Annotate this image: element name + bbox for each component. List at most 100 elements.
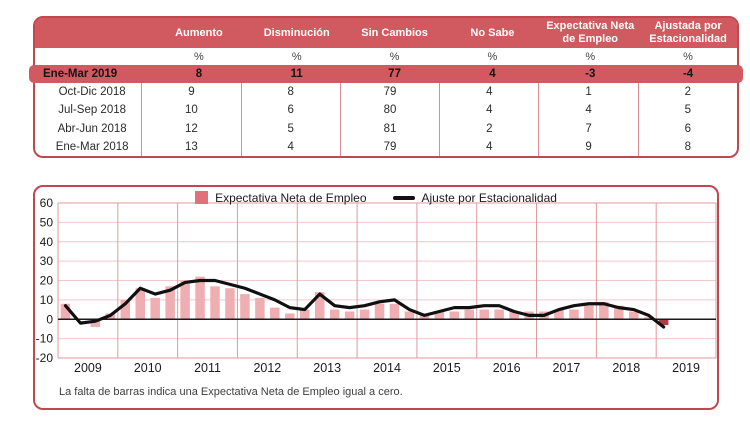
unit-cell-2: % <box>389 50 400 63</box>
bar-q3-2012 <box>270 307 280 320</box>
y-tick-label--10: -10 <box>36 332 54 346</box>
row-value-1: 6 <box>240 101 340 120</box>
bar-q3-2013 <box>329 309 340 320</box>
column-header-1: Disminución <box>263 26 330 39</box>
row-value-0: 10 <box>141 101 240 120</box>
row-value-0: 12 <box>141 119 240 138</box>
x-tick-label-2011: 2011 <box>194 361 221 375</box>
bar-q1-2018 <box>599 301 609 320</box>
y-tick-label--20: -20 <box>36 351 54 365</box>
bar-q4-2013 <box>344 311 355 320</box>
employment-expectations-table: Aumento Disminución Sin Cambios No Sabe Expe… <box>29 16 743 158</box>
bar-q2-2012 <box>255 297 265 320</box>
bar-q3-2017 <box>569 309 579 320</box>
table-data-rows: Oct-Dic 2018 9 8 79 4 1 2 Jul-Sep 2018 10 6 80 4 4 5 A… <box>35 83 737 156</box>
chart-footnote: La falta de barras indica una Expectativ… <box>59 386 403 398</box>
row-value-2: 81 <box>339 119 439 138</box>
bar-q2-2018 <box>614 305 624 320</box>
bar-q3-2015 <box>449 311 460 320</box>
column-header-5: Ajustada por Estacionalidad <box>649 20 727 45</box>
bar-q3-2010 <box>150 297 160 320</box>
bar-q3-2018 <box>629 311 639 320</box>
x-tick-label-2016: 2016 <box>493 361 521 375</box>
y-tick-label-50: 50 <box>40 215 54 229</box>
row-value-5: 8 <box>637 137 737 156</box>
unit-cell-4: % <box>585 50 596 63</box>
unit-cell-1: % <box>291 50 302 63</box>
table-row-abr-jun-2018: Abr-Jun 2018 12 5 81 2 7 6 <box>35 119 737 138</box>
unit-cell-3: % <box>487 50 498 63</box>
row-value-0: 9 <box>141 83 240 102</box>
row-value-2: 79 <box>339 137 439 156</box>
x-tick-label-2017: 2017 <box>553 361 581 375</box>
bar-q3-2014 <box>389 303 400 320</box>
bar-q1-2016 <box>479 309 489 320</box>
bar-q2-2017 <box>554 309 564 320</box>
y-tick-label-60: 60 <box>40 196 54 210</box>
highlight-value-3: 4 <box>489 68 496 80</box>
y-tick-label-10: 10 <box>40 293 54 307</box>
row-label: Ene-Mar 2018 <box>55 140 129 153</box>
x-tick-label-2015: 2015 <box>433 361 461 375</box>
bar-q2-2014 <box>374 303 385 320</box>
row-value-4: 1 <box>538 83 637 102</box>
row-label: Oct-Dic 2018 <box>58 86 126 99</box>
legend-line-label: Ajuste por Estacionalidad <box>421 190 557 205</box>
row-value-4: 4 <box>538 101 637 120</box>
bar-q4-2012 <box>285 313 295 320</box>
bar-q4-2015 <box>464 309 474 320</box>
highlight-value-2: 77 <box>388 68 401 80</box>
bar-q2-2016 <box>494 309 504 320</box>
row-value-5: 2 <box>637 83 737 102</box>
table-row-ene-mar-2018: Ene-Mar 2018 13 4 79 4 9 8 <box>35 137 737 156</box>
table-row-oct-dic-2018: Oct-Dic 2018 9 8 79 4 1 2 <box>35 83 737 102</box>
table-header-row: Aumento Disminución Sin Cambios No Sabe Expe… <box>35 18 737 48</box>
bar-q1-2019 <box>658 319 669 326</box>
y-tick-label-30: 30 <box>40 254 54 268</box>
bar-q3-2011 <box>210 286 220 320</box>
legend-bar-swatch-icon <box>195 191 209 204</box>
unit-cell-5: % <box>683 50 693 63</box>
row-value-1: 5 <box>240 119 340 138</box>
column-header-0: Aumento <box>175 26 223 39</box>
x-tick-label-2019: 2019 <box>672 361 700 375</box>
x-tick-label-2018: 2018 <box>612 361 640 375</box>
legend-bar-label: Expectativa Neta de Empleo <box>215 190 367 205</box>
column-header-2: Sin Cambios <box>361 26 428 39</box>
x-tick-label-2014: 2014 <box>373 361 401 375</box>
bar-q2-2011 <box>195 276 205 320</box>
highlight-value-0: 8 <box>195 68 203 80</box>
row-value-3: 2 <box>439 119 538 138</box>
row-value-1: 4 <box>240 137 340 156</box>
bar-q1-2014 <box>359 309 370 320</box>
x-tick-label-2013: 2013 <box>313 361 341 375</box>
row-value-2: 79 <box>339 83 439 102</box>
row-value-0: 13 <box>141 137 240 156</box>
bar-q4-2011 <box>225 288 235 320</box>
row-value-3: 4 <box>439 83 538 102</box>
bar-q3-2016 <box>509 311 519 320</box>
y-tick-label-20: 20 <box>40 274 54 288</box>
bar-q4-2017 <box>584 305 594 320</box>
x-tick-label-2009: 2009 <box>74 361 102 375</box>
bar-q1-2010 <box>120 299 131 320</box>
highlight-value-5: -4 <box>682 68 694 80</box>
row-value-4: 9 <box>538 137 637 156</box>
row-value-2: 80 <box>339 101 439 120</box>
bar-q1-2015 <box>419 315 430 320</box>
row-value-1: 8 <box>240 83 340 102</box>
table-unit-row: %%%%%% <box>35 48 737 65</box>
bar-q3-2009 <box>90 319 101 327</box>
bar-q1-2013 <box>300 309 310 320</box>
y-tick-label-0: 0 <box>46 312 53 326</box>
table-row-jul-sep-2018: Jul-Sep 2018 10 6 80 4 4 5 <box>35 101 737 120</box>
row-value-4: 7 <box>538 119 637 138</box>
y-tick-label-40: 40 <box>40 235 54 249</box>
highlight-value-4: -3 <box>585 68 596 80</box>
legend-line-swatch-icon <box>392 195 415 200</box>
unit-cell-0: % <box>194 50 204 63</box>
column-header-3: No Sabe <box>470 26 515 39</box>
x-tick-label-2012: 2012 <box>253 361 281 375</box>
bar-q4-2010 <box>165 286 175 320</box>
